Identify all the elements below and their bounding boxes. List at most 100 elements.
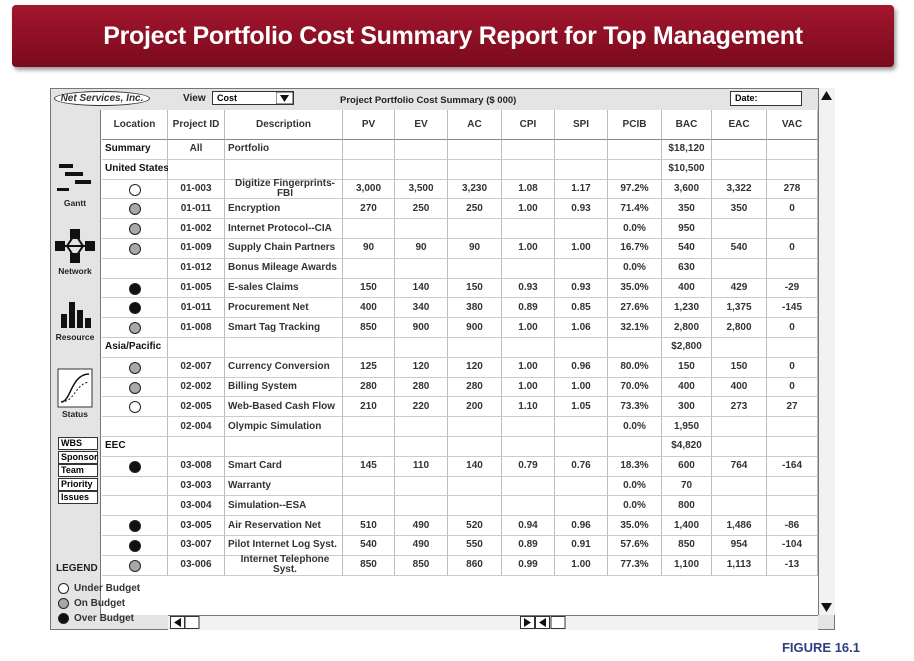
table-cell: All — [168, 140, 225, 160]
table-cell — [555, 476, 608, 497]
table-cell: 250 — [395, 199, 448, 220]
table-cell — [712, 258, 767, 279]
column-header: Location — [102, 110, 168, 140]
table-cell: Procurement Net — [225, 298, 343, 319]
table-cell: -29 — [767, 278, 818, 299]
group-label: EEC — [102, 437, 168, 457]
table-cell: 1.10 — [502, 397, 555, 418]
table-cell: 140 — [448, 456, 502, 477]
scroll-down[interactable] — [819, 600, 834, 614]
summary-heading: Project Portfolio Cost Summary ($ 000) — [340, 95, 517, 106]
table-cell — [225, 159, 343, 180]
table-cell: 0.0% — [608, 496, 662, 517]
sidebar-button[interactable]: Team — [58, 464, 98, 477]
table-cell — [343, 338, 395, 358]
table-cell: -164 — [767, 456, 818, 477]
table-cell — [502, 219, 555, 239]
view-label: View — [183, 93, 206, 104]
status-marker — [129, 401, 141, 414]
table-cell: 540 — [662, 239, 712, 259]
tool-label[interactable]: Gantt — [63, 198, 87, 208]
table-cell: 850 — [395, 555, 448, 576]
table-cell: 140 — [395, 278, 448, 299]
table-cell: 0.0% — [608, 258, 662, 279]
table-cell: Pilot Internet Log Syst. — [225, 536, 343, 556]
table-cell — [102, 258, 168, 279]
table-cell: 1.00 — [502, 377, 555, 398]
table-cell: 1.00 — [502, 199, 555, 220]
table-cell: -104 — [767, 536, 818, 556]
gantt-icon[interactable] — [55, 160, 95, 200]
status-marker — [129, 520, 141, 533]
table-cell — [712, 159, 767, 180]
table-cell — [343, 159, 395, 180]
table-cell: Air Reservation Net — [225, 516, 343, 536]
vertical-scrollbar[interactable] — [818, 88, 835, 615]
table-cell: 120 — [448, 357, 502, 378]
table-cell: 3,600 — [662, 179, 712, 200]
table-cell — [343, 437, 395, 457]
horizontal-scrollbar[interactable] — [168, 615, 818, 630]
table-cell — [767, 338, 818, 358]
table-cell — [767, 437, 818, 457]
table-cell: 1,100 — [662, 555, 712, 576]
table-cell: 280 — [448, 377, 502, 398]
table-cell: 550 — [448, 536, 502, 556]
table-cell: Web-Based Cash Flow — [225, 397, 343, 418]
table-cell: Encryption — [225, 199, 343, 220]
table-cell: 350 — [712, 199, 767, 220]
network-icon[interactable] — [55, 228, 95, 264]
sidebar-button[interactable]: Sponsor — [58, 450, 98, 464]
table-cell: 540 — [712, 239, 767, 259]
table-cell — [395, 476, 448, 497]
table-cell: 1.00 — [555, 239, 608, 259]
dropdown-arrow[interactable] — [276, 92, 293, 104]
table-cell: 3,000 — [343, 179, 395, 200]
table-cell: 278 — [767, 179, 818, 200]
tool-label[interactable]: Status — [62, 409, 88, 419]
table-cell: 27.6% — [608, 298, 662, 319]
sidebar-button[interactable]: WBS — [58, 437, 98, 450]
table-cell: Smart Card — [225, 456, 343, 477]
table-cell: 270 — [343, 199, 395, 220]
table-cell: 0.93 — [555, 278, 608, 299]
table-cell: 01-005 — [168, 278, 225, 299]
table-cell: 03-006 — [168, 555, 225, 576]
table-cell: $10,500 — [662, 159, 712, 180]
column-header: BAC — [662, 110, 712, 140]
table-cell: 850 — [343, 555, 395, 576]
table-cell — [555, 159, 608, 180]
sidebar-button[interactable]: Priority — [58, 477, 98, 491]
tool-label[interactable]: Resource — [55, 332, 95, 342]
sidebar-button[interactable]: Issues — [58, 491, 98, 504]
table-cell — [555, 338, 608, 358]
date-field[interactable]: Date: — [730, 91, 802, 106]
table-cell — [448, 417, 502, 437]
table-cell: 273 — [712, 397, 767, 418]
view-dropdown[interactable]: Cost — [212, 91, 294, 105]
table-cell — [767, 159, 818, 180]
table-cell: 400 — [712, 377, 767, 398]
table-cell — [168, 437, 225, 457]
status-icon[interactable] — [57, 368, 93, 408]
table-cell: 18.3% — [608, 456, 662, 477]
scroll-up[interactable] — [819, 89, 834, 103]
table-cell — [395, 258, 448, 279]
table-cell: 02-005 — [168, 397, 225, 418]
legend-marker — [58, 613, 69, 624]
table-cell: 0.96 — [555, 357, 608, 378]
scroll-left[interactable] — [170, 616, 200, 629]
status-marker — [129, 203, 141, 216]
tool-label[interactable]: Network — [58, 266, 92, 276]
table-cell: 850 — [343, 318, 395, 338]
scroll-right[interactable] — [520, 616, 566, 629]
table-cell — [448, 476, 502, 497]
table-cell: -86 — [767, 516, 818, 536]
status-marker — [129, 361, 141, 374]
company-logo: Net Services, Inc. — [54, 91, 150, 106]
table-cell — [343, 258, 395, 279]
resource-icon[interactable] — [55, 298, 95, 330]
table-cell: 0.94 — [502, 516, 555, 536]
table-cell: 0.0% — [608, 476, 662, 497]
status-marker — [129, 460, 141, 473]
